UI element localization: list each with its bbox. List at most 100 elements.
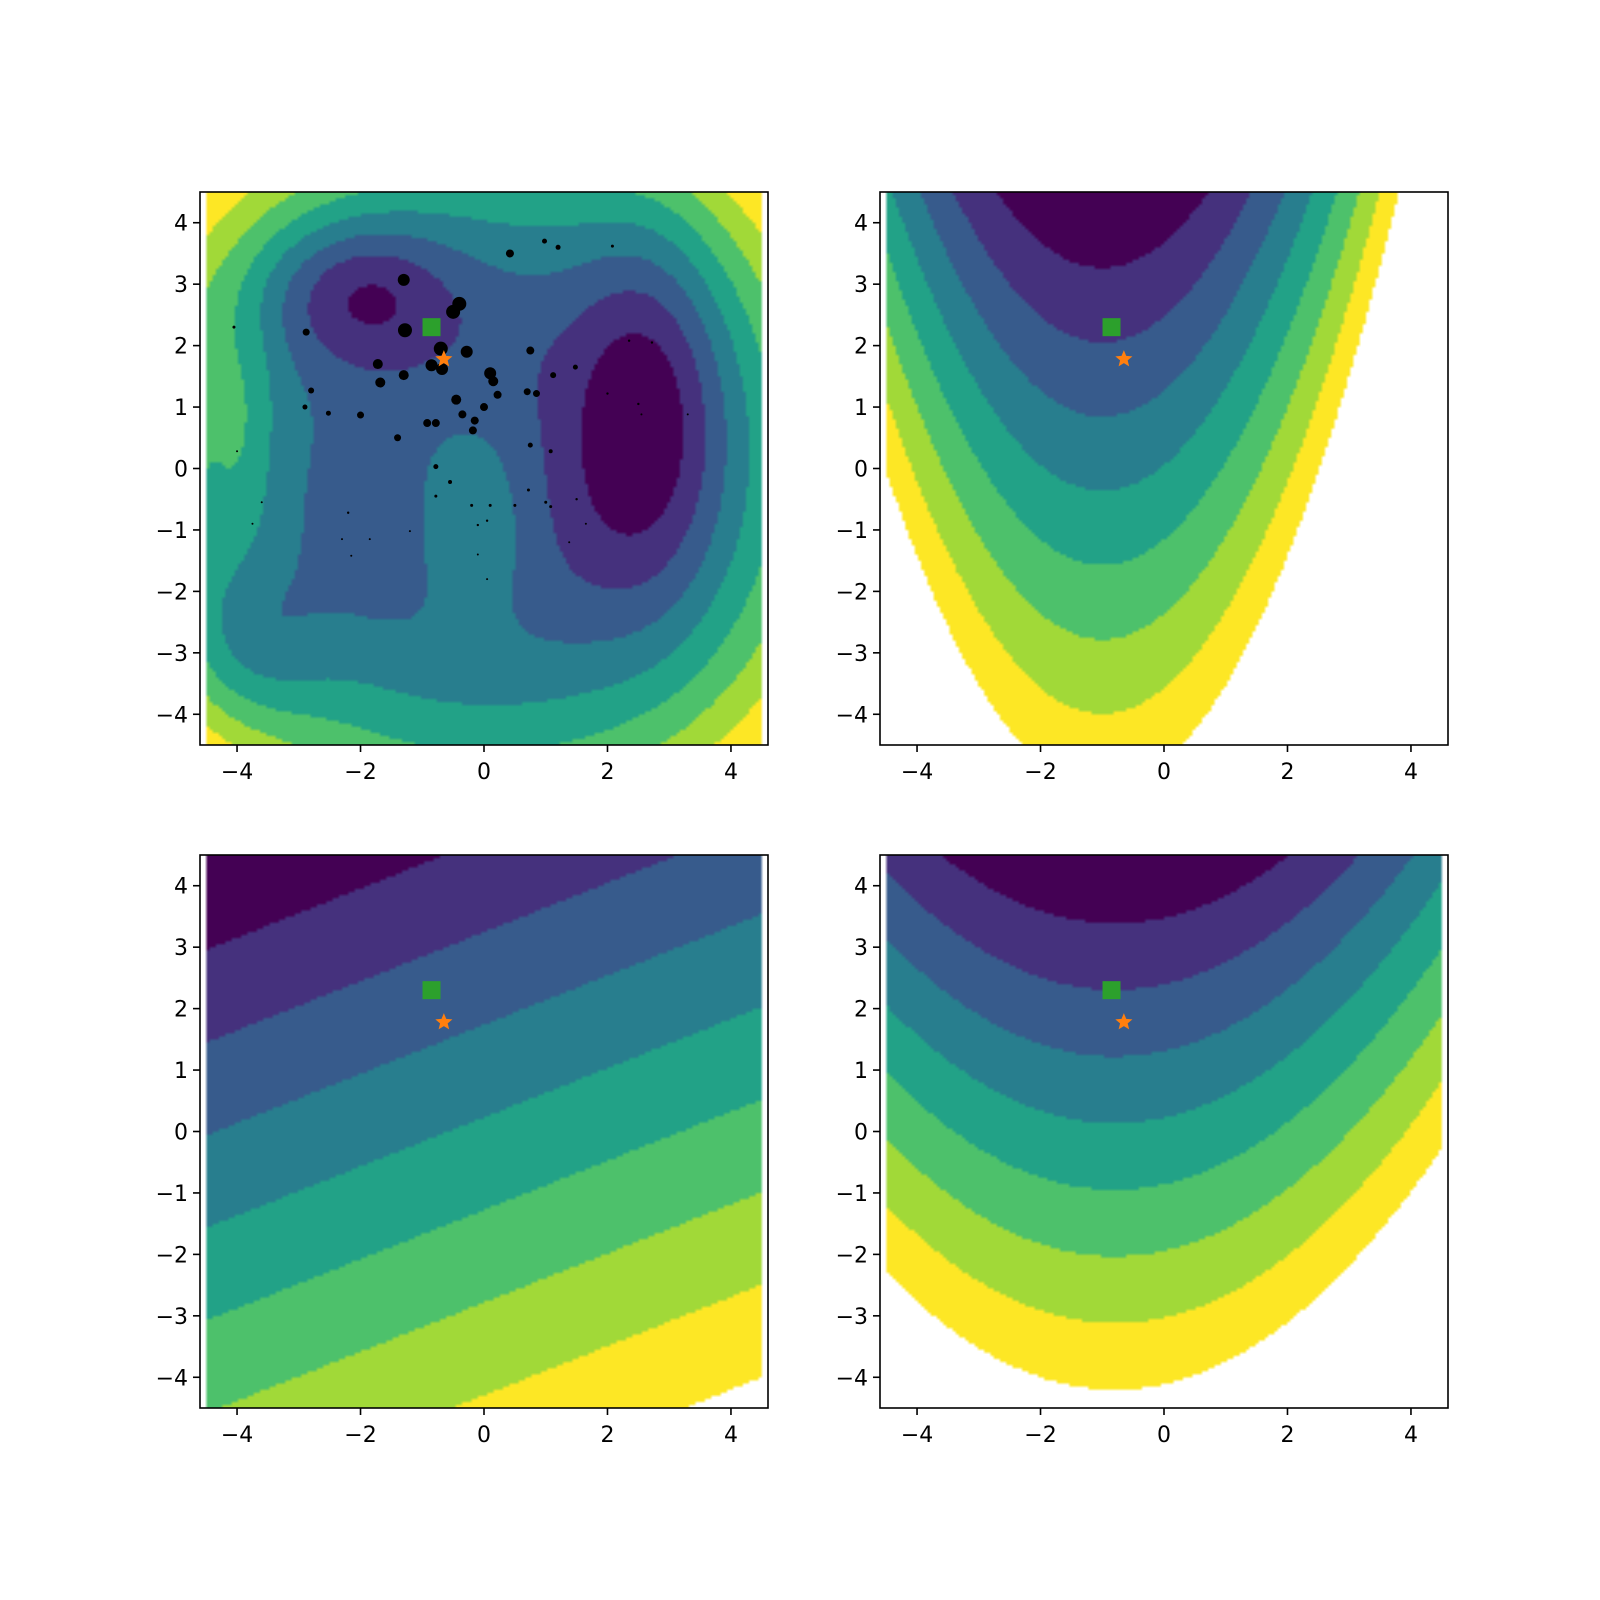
x-tick-label: −4	[901, 1423, 933, 1448]
x-tick-label: 4	[724, 760, 738, 785]
scatter-point	[346, 511, 350, 514]
y-tick-label: −2	[836, 580, 868, 605]
y-tick-label: 4	[174, 212, 188, 237]
scatter-point	[555, 244, 561, 250]
star-marker	[435, 1013, 453, 1030]
scatter-point	[448, 480, 453, 485]
scatter-point	[584, 522, 587, 525]
y-tick-label: 3	[174, 936, 188, 961]
scatter-point	[433, 464, 439, 470]
star-marker	[1115, 350, 1133, 367]
x-tick-label: 4	[1404, 1423, 1418, 1448]
panel-top-left: −4 −2 0 2 4 −4 −3 −2 −1 0 1 2 3 4	[156, 191, 769, 785]
scatter-point	[423, 419, 432, 428]
scatter-point	[446, 304, 461, 319]
scatter-point	[260, 501, 263, 504]
y-tick-label: −1	[156, 1182, 188, 1207]
scatter-point	[486, 578, 489, 581]
scatter-point	[640, 413, 643, 416]
y-tick-label: 0	[174, 458, 188, 483]
y-tick-label: 3	[854, 273, 868, 298]
scatter-point	[236, 450, 239, 453]
square-marker	[1102, 981, 1121, 1000]
star-marker	[435, 350, 453, 367]
scatter-point	[686, 413, 689, 416]
y-tick-label: −2	[836, 1243, 868, 1268]
scatter-point	[513, 503, 517, 507]
scatter-point	[375, 377, 386, 388]
scatter-point	[568, 541, 571, 544]
square-marker	[422, 318, 441, 337]
x-tick-label: 2	[600, 1423, 614, 1448]
square-marker	[1102, 318, 1121, 337]
scatter-point	[302, 328, 310, 336]
x-tick-label: 0	[477, 760, 491, 785]
scatter-point	[350, 554, 353, 557]
y-tick-label: −1	[836, 1182, 868, 1207]
y-tick-label: 0	[174, 1121, 188, 1146]
scatter-point	[425, 359, 438, 372]
y-tick-label: 0	[854, 458, 868, 483]
y-tick-label: 1	[174, 1059, 188, 1084]
y-tick-label: 4	[854, 212, 868, 237]
scatter-point	[488, 376, 499, 387]
scatter-point	[372, 359, 383, 370]
x-tick-label: 2	[1280, 1423, 1294, 1448]
scatter-point	[431, 419, 440, 428]
y-tick-label: −4	[156, 703, 188, 728]
panel-top-right: −4 −2 0 2 4 −4 −3 −2 −1 0 1 2 3 4	[836, 191, 1449, 785]
scatter-point	[468, 426, 477, 435]
x-tick-label: 2	[1280, 760, 1294, 785]
scatter-point	[485, 519, 489, 522]
y-tick-label: 2	[854, 998, 868, 1023]
scatter-point	[434, 494, 438, 498]
y-tick-label: −1	[156, 519, 188, 544]
x-tick-label: 0	[477, 1423, 491, 1448]
y-tick-label: −3	[836, 1305, 868, 1330]
contour-fill	[200, 855, 768, 1408]
scatter-point	[397, 273, 410, 286]
y-tick-label: −4	[836, 703, 868, 728]
scatter-point	[532, 390, 540, 398]
scatter-point	[394, 434, 402, 442]
scatter-point	[451, 394, 462, 405]
scatter-point	[436, 362, 449, 375]
scatter-point	[476, 523, 480, 527]
y-tick-label: −2	[156, 1243, 188, 1268]
y-tick-label: 2	[174, 998, 188, 1023]
x-tick-label: 4	[724, 1423, 738, 1448]
scatter-point	[544, 500, 548, 504]
x-tick-label: −2	[344, 760, 376, 785]
scatter-point	[575, 498, 578, 501]
scatter-point	[527, 442, 533, 448]
scatter-point	[526, 346, 535, 355]
y-tick-label: 1	[174, 396, 188, 421]
scatter-point	[572, 364, 578, 370]
x-tick-label: −4	[221, 1423, 253, 1448]
scatter-point	[650, 341, 654, 344]
scatter-point	[542, 238, 548, 244]
y-tick-label: −2	[156, 580, 188, 605]
scatter-point	[488, 503, 492, 507]
x-tick-label: −2	[344, 1423, 376, 1448]
y-tick-label: 3	[174, 273, 188, 298]
y-tick-label: −3	[156, 642, 188, 667]
x-tick-label: −4	[221, 760, 253, 785]
scatter-point	[470, 416, 479, 425]
scatter-point	[523, 388, 531, 396]
scatter-point	[637, 402, 640, 406]
scatter-point	[480, 403, 488, 412]
scatter-point	[505, 249, 514, 258]
y-tick-label: 1	[854, 1059, 868, 1084]
scatter-point	[341, 538, 343, 541]
scatter-point	[397, 323, 412, 338]
scatter-point	[550, 372, 557, 379]
scatter-point	[470, 503, 474, 507]
y-tick-label: 0	[854, 1121, 868, 1146]
scatter-point	[308, 387, 315, 394]
square-marker	[422, 981, 441, 1000]
x-tick-label: −2	[1024, 760, 1056, 785]
scatter-point	[548, 449, 553, 454]
scatter-point	[606, 392, 609, 395]
